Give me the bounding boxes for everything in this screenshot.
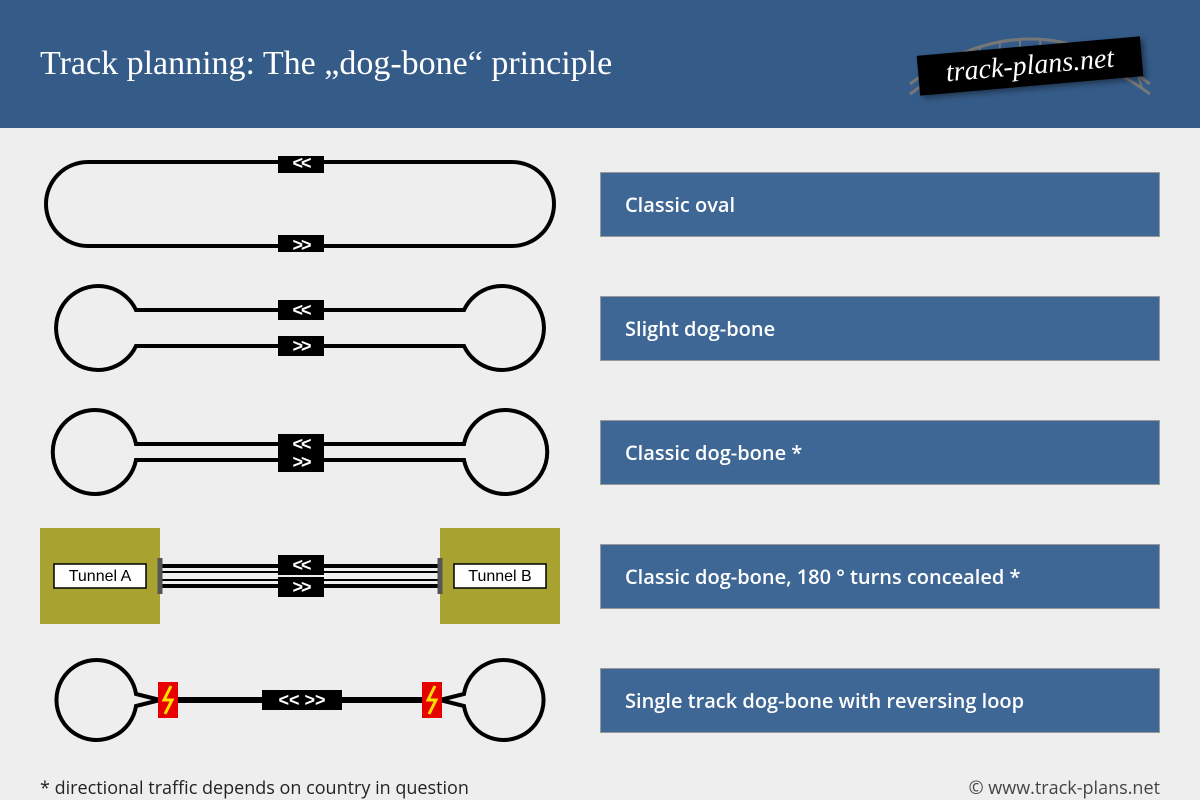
content: << >> Classic oval << >> Slight dog-bone… bbox=[0, 128, 1200, 786]
dir-both: << >> bbox=[278, 690, 325, 710]
row-classic-dogbone: << >> Classic dog-bone * bbox=[40, 404, 1160, 500]
label-slight-dogbone: Slight dog-bone bbox=[600, 296, 1160, 361]
dir-left: << bbox=[292, 156, 311, 173]
diagram-reversing: << >> bbox=[40, 652, 560, 748]
footer: * directional traffic depends on country… bbox=[0, 776, 1200, 800]
footnote: * directional traffic depends on country… bbox=[40, 776, 469, 800]
dir-right: >> bbox=[292, 336, 311, 356]
diagram-classic-oval: << >> bbox=[40, 156, 560, 252]
row-reversing: << >> Single track dog-bone with reversi… bbox=[40, 652, 1160, 748]
tunnel-b-label: Tunnel B bbox=[468, 568, 531, 585]
dir-right: >> bbox=[292, 577, 311, 597]
diagram-concealed: Tunnel A Tunnel B << >> bbox=[40, 528, 560, 624]
diagram-classic-dogbone: << >> bbox=[40, 404, 560, 500]
header: Track planning: The „dog-bone“ principle… bbox=[0, 0, 1200, 128]
dir-right: >> bbox=[292, 452, 311, 472]
label-classic-oval: Classic oval bbox=[600, 172, 1160, 237]
site-logo: track-plans.net bbox=[900, 24, 1160, 104]
dir-right: >> bbox=[292, 235, 311, 252]
row-concealed: Tunnel A Tunnel B << >> Classic dog-bone… bbox=[40, 528, 1160, 624]
dir-left: << bbox=[292, 555, 311, 575]
label-concealed: Classic dog-bone, 180 ° turns concealed … bbox=[600, 544, 1160, 609]
row-classic-oval: << >> Classic oval bbox=[40, 156, 1160, 252]
dir-left: << bbox=[292, 434, 311, 454]
diagram-slight-dogbone: << >> bbox=[40, 280, 560, 376]
row-slight-dogbone: << >> Slight dog-bone bbox=[40, 280, 1160, 376]
page-title: Track planning: The „dog-bone“ principle bbox=[40, 45, 612, 83]
dir-left: << bbox=[292, 300, 311, 320]
label-reversing: Single track dog-bone with reversing loo… bbox=[600, 668, 1160, 733]
label-classic-dogbone: Classic dog-bone * bbox=[600, 420, 1160, 485]
tunnel-a-label: Tunnel A bbox=[69, 568, 132, 585]
copyright: © www.track-plans.net bbox=[969, 776, 1160, 800]
